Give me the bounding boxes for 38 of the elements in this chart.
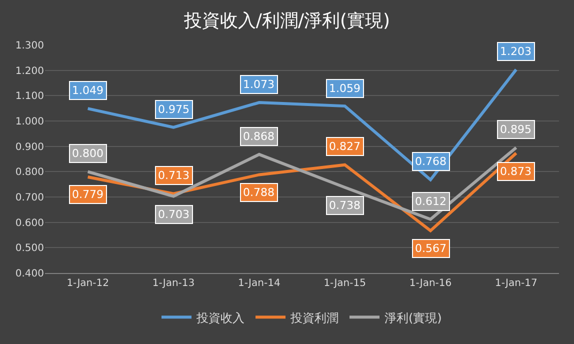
y-tick-label: 0.400 bbox=[15, 268, 44, 280]
y-tick-label: 0.500 bbox=[15, 243, 44, 254]
data-label: 0.612 bbox=[415, 195, 446, 208]
data-label: 1.073 bbox=[243, 78, 274, 91]
x-tick-label: 1-Jan-17 bbox=[495, 278, 538, 289]
data-label: 1.203 bbox=[500, 45, 532, 58]
data-label: 0.567 bbox=[415, 242, 446, 255]
data-label: 1.059 bbox=[329, 82, 360, 95]
data-label: 0.788 bbox=[243, 186, 274, 199]
legend-label: 投資利潤 bbox=[290, 310, 338, 325]
y-tick-label: 0.800 bbox=[15, 167, 44, 178]
legend-label: 淨利(實現) bbox=[384, 310, 442, 325]
data-label: 1.049 bbox=[72, 84, 104, 97]
y-tick-label: 0.600 bbox=[15, 218, 44, 229]
y-tick-label: 1.100 bbox=[15, 91, 44, 102]
data-label: 0.703 bbox=[158, 208, 190, 221]
data-label: 0.873 bbox=[500, 165, 532, 178]
y-tick-label: 1.200 bbox=[15, 66, 44, 77]
x-tick-label: 1-Jan-13 bbox=[152, 278, 195, 289]
data-label: 0.800 bbox=[72, 147, 104, 160]
legend-label: 投資收入 bbox=[196, 310, 244, 325]
y-tick-label: 0.700 bbox=[15, 192, 44, 204]
data-label: 0.895 bbox=[500, 123, 532, 136]
y-tick-label: 1.300 bbox=[15, 40, 44, 52]
chart-title: 投資收入/利潤/淨利(實現) bbox=[182, 10, 390, 32]
x-tick-label: 1-Jan-14 bbox=[238, 278, 280, 289]
x-tick-label: 1-Jan-15 bbox=[324, 278, 366, 289]
data-label: 0.868 bbox=[243, 130, 274, 143]
x-tick-label: 1-Jan-12 bbox=[66, 278, 109, 289]
data-label: 0.738 bbox=[329, 199, 360, 212]
data-label: 0.827 bbox=[329, 140, 360, 153]
data-label: 0.779 bbox=[72, 188, 104, 201]
x-tick-label: 1-Jan-16 bbox=[409, 278, 452, 289]
data-label: 0.713 bbox=[158, 169, 190, 182]
data-label: 0.768 bbox=[415, 155, 446, 168]
data-label: 0.975 bbox=[158, 103, 190, 116]
y-tick-label: 0.900 bbox=[15, 142, 44, 153]
y-tick-label: 1.000 bbox=[15, 116, 44, 128]
